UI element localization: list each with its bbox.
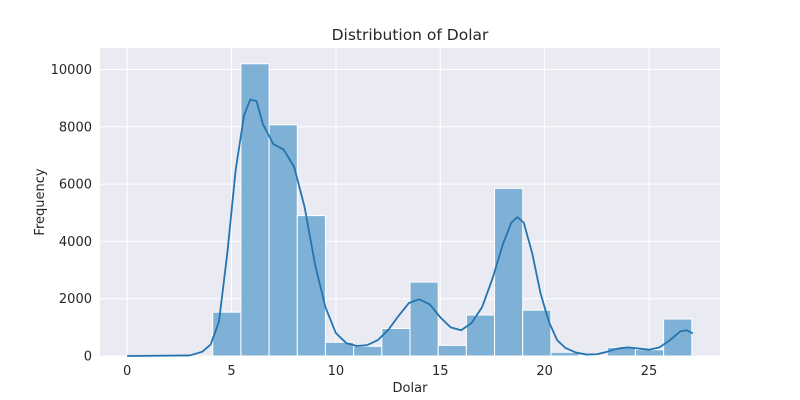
histogram-bar — [663, 318, 693, 357]
x-tick-label: 0 — [123, 364, 131, 379]
histogram-bar — [381, 327, 411, 357]
histogram-bar — [268, 124, 298, 357]
y-tick-label: 8000 — [59, 120, 92, 135]
y-tick-label: 6000 — [59, 178, 92, 193]
x-tick-label: 20 — [536, 364, 553, 379]
x-tick-label: 10 — [328, 364, 345, 379]
x-tick-label: 5 — [227, 364, 235, 379]
histogram-bar — [437, 344, 467, 357]
y-tick-label: 0 — [84, 350, 92, 365]
histogram-bar — [212, 311, 242, 357]
y-tick-label: 10000 — [51, 63, 92, 78]
histogram-bar — [353, 345, 383, 357]
kde-curve — [127, 98, 694, 357]
x-tick-label: 15 — [432, 364, 449, 379]
y-tick-label: 2000 — [59, 292, 92, 307]
histogram-bar — [550, 351, 580, 357]
histogram-bar — [240, 63, 270, 357]
x-tick-labels: 0 5 10 15 20 25 — [123, 364, 657, 379]
chart-title: Distribution of Dolar — [332, 26, 489, 44]
x-tick-label: 25 — [641, 364, 658, 379]
y-tick-label: 4000 — [59, 235, 92, 250]
histogram-bar — [465, 314, 496, 357]
histogram-bar — [494, 187, 524, 357]
histogram-bar — [578, 354, 608, 357]
histogram-bar — [296, 215, 326, 357]
y-axis-title: Frequency — [33, 168, 48, 235]
histogram-bar — [409, 281, 439, 357]
histogram-bar — [522, 309, 552, 357]
x-axis-title: Dolar — [393, 381, 429, 396]
histogram-bar — [634, 349, 665, 357]
y-tick-labels: 0 2000 4000 6000 8000 10000 — [51, 63, 92, 365]
